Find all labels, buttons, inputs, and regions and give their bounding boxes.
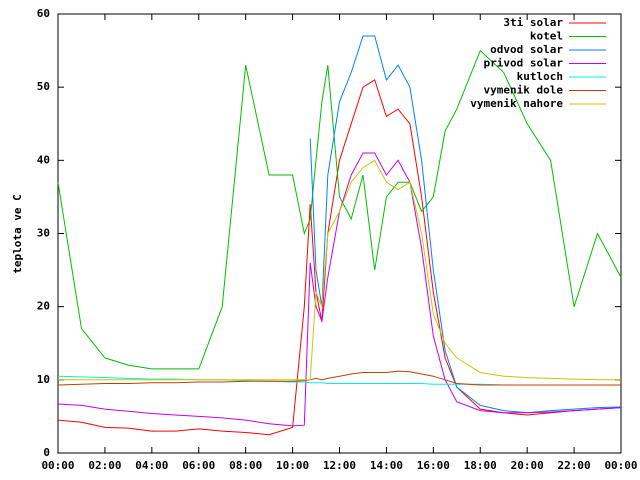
- x-tick-label: 00:00: [41, 459, 74, 472]
- y-tick-label: 0: [43, 446, 50, 459]
- y-tick-label: 60: [37, 7, 50, 20]
- y-tick-label: 30: [37, 227, 50, 240]
- series-line: [57, 79, 622, 436]
- x-tick-label: 06:00: [182, 459, 215, 472]
- y-tick-label: 10: [37, 373, 50, 386]
- y-axis-label: teplota ve C: [11, 194, 24, 273]
- legend-label: privod solar: [484, 57, 564, 70]
- legend-label: kotel: [530, 30, 563, 43]
- x-tick-label: 08:00: [229, 459, 262, 472]
- series-line: [309, 35, 622, 414]
- x-tick-label: 16:00: [417, 459, 450, 472]
- legend-label: odvod solar: [490, 43, 563, 56]
- y-tick-label: 40: [37, 153, 50, 166]
- legend-label: kutloch: [517, 70, 563, 83]
- legend-label: vymenik nahore: [470, 97, 563, 110]
- x-tick-label: 04:00: [135, 459, 168, 472]
- x-tick-label: 02:00: [88, 459, 121, 472]
- series-line: [57, 49, 622, 370]
- series-line: [57, 152, 622, 427]
- x-tick-label: 10:00: [276, 459, 309, 472]
- x-tick-label: 18:00: [464, 459, 497, 472]
- x-tick-label: 12:00: [323, 459, 356, 472]
- x-tick-label: 20:00: [511, 459, 544, 472]
- x-tick-label: 22:00: [558, 459, 591, 472]
- legend-label: vymenik dole: [484, 84, 564, 97]
- x-tick-label: 14:00: [370, 459, 403, 472]
- y-tick-label: 50: [37, 80, 50, 93]
- x-tick-label: 00:00: [604, 459, 637, 472]
- series-line: [57, 370, 621, 386]
- series-line: [58, 159, 621, 381]
- y-tick-label: 20: [37, 300, 50, 313]
- legend-label: 3ti solar: [503, 16, 563, 29]
